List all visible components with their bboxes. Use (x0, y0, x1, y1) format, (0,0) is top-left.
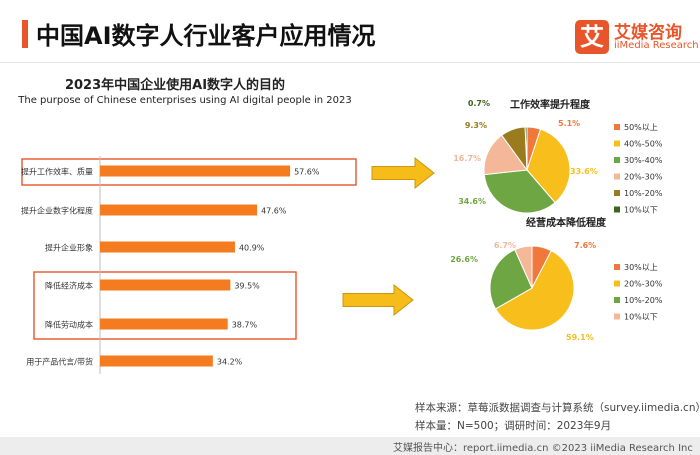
highlight-box-1 (21, 158, 357, 186)
pie-cost-title: 经营成本降低程度 (526, 216, 607, 229)
pie-efficiency-slice-4 (483, 134, 528, 176)
pie-efficiency-slice-2 (526, 128, 571, 204)
bar-chart-title: 2023年中国企业使用AI数字人的目的 (64, 78, 286, 93)
pie-efficiency-legend-label: 40%-50% (624, 140, 663, 149)
bar-4 (100, 279, 231, 291)
bar-1 (100, 165, 291, 177)
pie-cost-slice-label: 26.6% (450, 255, 478, 264)
title-accent-bar (22, 20, 28, 48)
pie-efficiency-slice-label: 5.1% (558, 119, 580, 128)
pie-cost-legend-label: 30%以上 (624, 263, 658, 272)
pie-cost-legend-swatch (614, 280, 620, 287)
brand-logo-mark: 艾 (575, 20, 609, 54)
pie-efficiency-legend-swatch (614, 206, 620, 213)
header-divider (0, 62, 700, 63)
pie-efficiency-slice-label: 16.7% (453, 154, 481, 163)
pie-cost-legend-label: 10%以下 (624, 313, 658, 322)
pie-efficiency-legend-label: 50%以上 (624, 123, 658, 132)
footer-bar (0, 437, 700, 455)
brand-name-cn: 艾媒咨询 (614, 23, 682, 43)
pie-cost-legend-label: 10%-20% (624, 296, 663, 305)
bar-category-label: 降低经济成本 (45, 281, 93, 291)
bar-category-label: 提升企业形象 (45, 243, 93, 253)
bar-5 (100, 318, 228, 330)
pie-efficiency-slice-label: 0.7% (468, 99, 490, 108)
bar-value-label: 39.5% (234, 282, 260, 291)
bar-value-label: 34.2% (217, 358, 243, 367)
pie-cost-legend-swatch (614, 297, 620, 303)
bar-category-label: 用于产品代言/带货 (26, 357, 93, 367)
bar-chart-subtitle: The purpose of Chinese enterprises using… (18, 95, 352, 106)
pie-efficiency-legend-label: 10%-20% (624, 189, 663, 198)
bar-value-label: 47.6% (261, 207, 287, 216)
pie-efficiency-legend-swatch (614, 190, 620, 196)
bar-2 (100, 204, 258, 216)
pie-efficiency-slice-label: 34.6% (458, 197, 486, 206)
pie-cost-slice-label: 6.7% (494, 241, 516, 250)
pie-cost-slice-3 (489, 249, 533, 310)
footer-text: 艾媒报告中心：report.iimedia.cn ©2023 iiMedia R… (393, 443, 693, 454)
bar-value-label: 38.7% (232, 321, 258, 330)
pie-cost-legend-swatch (614, 264, 620, 270)
pie-efficiency-title: 工作效率提升程度 (510, 98, 591, 111)
pie-efficiency-legend-label: 30%-40% (624, 156, 663, 165)
pie-cost-legend-label: 20%-30% (624, 280, 663, 289)
brand-name-en: iiMedia Research (614, 40, 699, 51)
sample-size: 样本量：N=500；调研时间：2023年9月 (415, 420, 612, 432)
pie-efficiency-slice-label: 33.6% (570, 167, 598, 176)
pie-cost-slice-2 (494, 250, 575, 331)
bar-value-label: 57.6% (294, 168, 320, 177)
page-title: 中国AI数字人行业客户应用情况 (36, 22, 376, 50)
pie-cost-slice-label: 7.6% (574, 241, 596, 250)
arrow-efficiency (371, 156, 435, 190)
pie-efficiency-legend-label: 10%以下 (624, 206, 658, 215)
pie-efficiency-slice-3 (483, 169, 556, 214)
pie-efficiency-slice-6 (524, 126, 528, 171)
pie-cost-slice-label: 59.1% (566, 333, 594, 342)
pie-cost-legend-swatch (614, 313, 620, 320)
bar-category-label: 提升企业数字化程度 (21, 206, 93, 216)
pie-efficiency-legend-swatch (614, 173, 620, 180)
arrow-cost (342, 283, 414, 317)
pie-cost-slice-4 (514, 245, 533, 289)
pie-efficiency-legend-label: 20%-30% (624, 173, 663, 182)
sample-source: 样本来源：草莓派数据调查与计算系统（survey.iimedia.cn） (415, 402, 700, 414)
highlight-box-2 (33, 271, 297, 340)
bar-value-label: 40.9% (239, 244, 265, 253)
pie-efficiency-legend-swatch (614, 124, 620, 130)
pie-efficiency-legend-swatch (614, 140, 620, 147)
pie-efficiency-slice-label: 9.3% (465, 121, 487, 130)
bar-category-label: 降低劳动成本 (45, 320, 93, 330)
bar-category-label: 提升工作效率、质量 (21, 167, 93, 177)
bar-3 (100, 241, 235, 253)
bar-6 (100, 355, 213, 367)
pie-efficiency-legend-swatch (614, 157, 620, 163)
